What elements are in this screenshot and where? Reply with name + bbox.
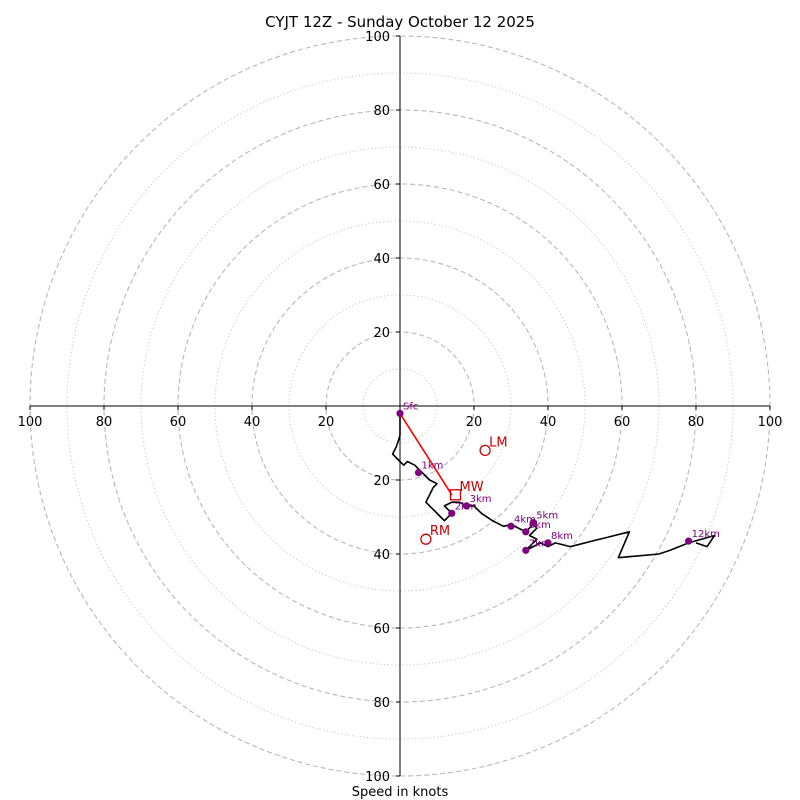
mean-wind-vector: [399, 412, 453, 496]
right-mover-label: RM: [430, 524, 450, 539]
storm-motion-markers: LM RM MW: [420, 435, 508, 545]
height-marker-label: 12km: [692, 529, 720, 540]
right-mover-marker: [420, 533, 432, 545]
height-marker-dot: [507, 522, 515, 530]
height-marker-dot: [522, 528, 530, 536]
tick-labels: 100 80 60 40 20 20 40 60 80 100 100 80 60 40 20 20 40 60 8…: [18, 30, 783, 785]
height-marker-dot: [522, 546, 530, 554]
x-axis-label: Speed in knots: [352, 785, 449, 800]
x-tick-label: 80: [688, 415, 705, 430]
y-tick-label: 80: [373, 104, 390, 119]
x-tick-label: 100: [758, 415, 783, 430]
x-tick-label: 40: [244, 415, 261, 430]
height-marker-dot: [396, 409, 404, 417]
height-markers: Sfc1km2km3km4km5km6km7km8km12km: [396, 401, 720, 554]
x-tick-label: 60: [614, 415, 631, 430]
height-marker-label: Sfc: [403, 401, 418, 412]
y-tick-label: 100: [365, 30, 390, 45]
x-tick-label: 20: [466, 415, 483, 430]
y-tick-label: 80: [373, 696, 390, 711]
left-mover-marker: [479, 444, 491, 457]
height-marker-label: 7km: [529, 538, 551, 549]
x-tick-label: 60: [170, 415, 187, 430]
height-marker-label: 1km: [422, 461, 444, 472]
height-marker-label: 3km: [470, 494, 492, 505]
x-tick-label: 80: [96, 415, 113, 430]
y-tick-label: 60: [373, 178, 390, 193]
mean-wind-label: MW: [460, 480, 484, 495]
height-marker-dot: [414, 469, 423, 477]
height-marker-label: 8km: [551, 531, 573, 542]
height-marker-label: 4km: [514, 514, 536, 525]
y-tick-label: 20: [373, 326, 390, 341]
height-marker-label: 5km: [536, 511, 558, 522]
mean-wind-marker: [449, 489, 462, 501]
x-tick-label: 40: [540, 415, 557, 430]
y-tick-label: 60: [373, 622, 390, 637]
y-tick-label: 40: [373, 252, 390, 267]
axes: [30, 36, 770, 776]
height-marker-dot: [529, 518, 537, 527]
height-marker-dot: [463, 502, 471, 510]
height-marker-dot: [685, 537, 693, 545]
y-tick-label: 40: [373, 548, 390, 563]
left-mover-label: LM: [489, 435, 507, 450]
chart-title: CYJT 12Z - Sunday October 12 2025: [265, 13, 535, 31]
x-tick-label: 100: [18, 415, 43, 430]
x-tick-label: 20: [318, 415, 335, 430]
height-marker-dot: [544, 539, 552, 547]
height-marker-label: 6km: [529, 520, 551, 531]
y-tick-label: 20: [373, 474, 390, 489]
height-marker-dot: [448, 509, 456, 517]
y-tick-label: 100: [365, 770, 390, 785]
